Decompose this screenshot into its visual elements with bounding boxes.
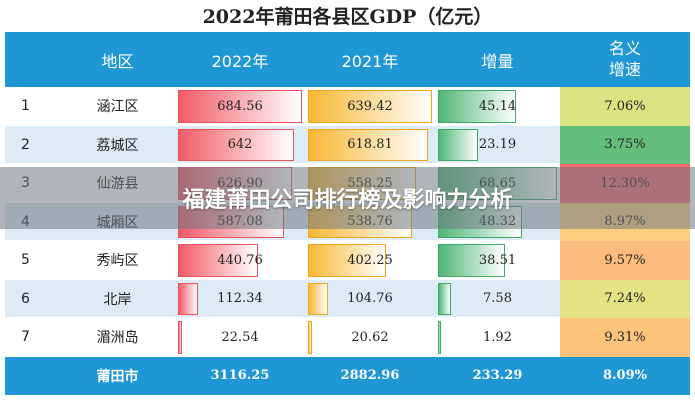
value-cell: 9.57% xyxy=(560,241,690,280)
data-bar xyxy=(178,90,302,123)
rank: 1 xyxy=(5,87,60,126)
cell-text: 642 xyxy=(227,137,253,153)
value-cell: 684.56 xyxy=(175,87,305,126)
cell-text: 639.42 xyxy=(347,98,393,114)
value-cell: 402.25 xyxy=(305,241,435,280)
cell-text: 45.14 xyxy=(478,98,517,114)
data-bar xyxy=(308,244,386,277)
cell-text: 2 xyxy=(21,136,30,153)
cell-text: 3.75% xyxy=(604,137,646,153)
cell-text: 7.06% xyxy=(604,98,646,114)
cell-text: 7 xyxy=(21,329,30,346)
cell-text: 北岸 xyxy=(103,291,132,308)
cell-text: 1 xyxy=(21,98,30,115)
total-cell: 2882.96 xyxy=(340,368,400,384)
header-cell: 增量 xyxy=(435,32,560,87)
total-cell: 8.09% xyxy=(602,368,647,384)
value-cell: 3.75% xyxy=(560,125,690,164)
cell-text: 20.62 xyxy=(351,329,389,345)
total-cell: 莆田市 xyxy=(96,368,139,385)
cell-text: 涵江区 xyxy=(96,99,139,116)
cell-text: 440.76 xyxy=(217,252,263,268)
data-bar xyxy=(308,282,329,315)
cell-text: 秀屿区 xyxy=(96,253,139,270)
value-cell: 7.58 xyxy=(435,280,560,319)
cell-text: 684.56 xyxy=(217,98,263,114)
data-bar xyxy=(438,90,517,123)
data-bar xyxy=(178,128,295,161)
banner: 福建莆田公司排行榜及影响力分析 xyxy=(0,167,695,229)
value-cell: 112.34 xyxy=(175,280,305,319)
value-cell: 639.42 xyxy=(305,87,435,126)
value-cell: 38.51 xyxy=(435,241,560,280)
region: 荔城区 xyxy=(60,126,175,165)
data-bar xyxy=(308,321,312,354)
cell-text: 112.34 xyxy=(217,291,263,307)
value-cell: 104.76 xyxy=(305,280,435,319)
data-bar xyxy=(438,282,452,315)
header-text: 2021年 xyxy=(341,51,399,71)
cell-text: 9.57% xyxy=(604,252,646,268)
rank: 7 xyxy=(5,318,60,357)
data-bar xyxy=(308,90,432,123)
cell-text: 5 xyxy=(21,252,30,269)
header-cell: 2021年 xyxy=(305,32,435,87)
data-bar xyxy=(178,321,183,354)
data-bar xyxy=(308,128,428,161)
cell-text: 7.24% xyxy=(604,291,646,307)
header-text: 地区 xyxy=(101,51,134,71)
title: 2022年莆田各县区GDP（亿元） xyxy=(202,6,493,28)
region: 秀屿区 xyxy=(60,241,175,280)
header-text: 名义增速 xyxy=(608,38,641,79)
cell-text: 荔城区 xyxy=(96,137,139,154)
total-cell: 233.29 xyxy=(472,368,523,384)
value-cell: 9.31% xyxy=(560,318,690,357)
data-bar xyxy=(438,321,442,354)
data-bar xyxy=(438,244,505,277)
rank: 6 xyxy=(5,280,60,319)
cell-text: 402.25 xyxy=(347,252,393,268)
rank: 5 xyxy=(5,241,60,280)
header-row xyxy=(5,32,690,87)
cell-text: 湄洲岛 xyxy=(96,330,139,347)
region: 北岸 xyxy=(60,280,175,319)
header-cell: 2022年 xyxy=(175,32,305,87)
cell-text: 22.54 xyxy=(221,329,259,345)
value-cell: 7.06% xyxy=(560,87,690,126)
cell-text: 38.51 xyxy=(478,252,517,268)
cell-text: 6 xyxy=(21,290,30,307)
cell-text: 23.19 xyxy=(478,137,517,153)
cell-text: 9.31% xyxy=(604,329,646,345)
value-cell: 1.92 xyxy=(435,318,560,357)
region: 湄洲岛 xyxy=(60,318,175,357)
data-bar xyxy=(438,128,479,161)
cell-text: 1.92 xyxy=(483,329,512,345)
cell-text: 7.58 xyxy=(483,291,512,307)
value-cell: 7.24% xyxy=(560,279,690,318)
value-cell: 23.19 xyxy=(435,126,560,165)
header-cell: 名义增速 xyxy=(560,32,690,87)
total-row xyxy=(5,356,690,395)
header-text: 增量 xyxy=(481,51,514,71)
data-bar xyxy=(178,282,199,315)
value-cell: 440.76 xyxy=(175,241,305,280)
value-cell: 45.14 xyxy=(435,87,560,126)
value-cell: 618.81 xyxy=(305,126,435,165)
value-cell: 20.62 xyxy=(305,318,435,357)
region: 涵江区 xyxy=(60,87,175,126)
rank: 2 xyxy=(5,126,60,165)
header-text: 2022年 xyxy=(211,51,269,71)
header-cell: 地区 xyxy=(60,32,175,87)
value-cell: 642 xyxy=(175,126,305,165)
cell-text: 104.76 xyxy=(347,291,393,307)
cell-text: 618.81 xyxy=(347,137,393,153)
value-cell: 22.54 xyxy=(175,318,305,357)
data-bar xyxy=(178,244,258,277)
total-cell: 3116.25 xyxy=(210,368,270,384)
